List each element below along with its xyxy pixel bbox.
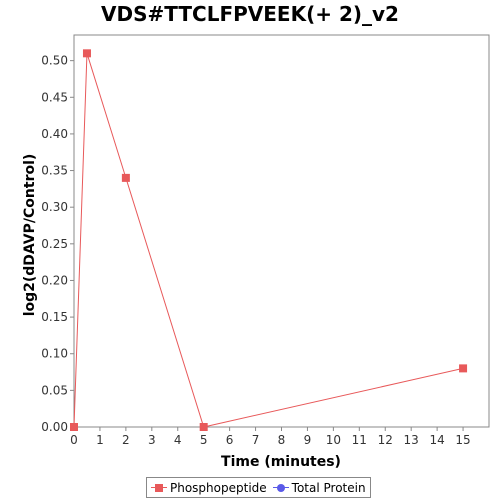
x-tick-label: 0: [70, 433, 78, 447]
legend-item: Phosphopeptide: [151, 481, 267, 495]
y-tick-label: 0.15: [41, 310, 68, 324]
legend-square-icon: [151, 483, 167, 493]
x-tick-label: 10: [326, 433, 341, 447]
x-tick-label: 5: [200, 433, 208, 447]
x-tick-label: 15: [455, 433, 470, 447]
y-tick-label: 0.10: [41, 347, 68, 361]
x-tick-label: 11: [352, 433, 367, 447]
x-tick-label: 1: [96, 433, 104, 447]
x-tick-label: 4: [174, 433, 182, 447]
x-tick-label: 12: [378, 433, 393, 447]
x-axis-label: Time (minutes): [221, 454, 341, 470]
y-tick-label: 0.35: [41, 164, 68, 178]
legend-circle-icon: [272, 483, 289, 493]
data-point: [459, 364, 468, 373]
plot-frame: [73, 34, 490, 428]
chart-legend: Phosphopeptide Total Protein: [146, 477, 371, 498]
chart-title: VDS#TTCLFPVEEK(+ 2)_v2: [101, 2, 399, 26]
x-tick-label: 3: [148, 433, 156, 447]
data-point: [82, 49, 91, 58]
x-axis-ticks: 0 1 2 3 4 5 6 7 8 9 10 11 12 13 14 15: [70, 427, 471, 447]
data-point: [121, 173, 130, 182]
y-tick-label: 0.00: [41, 420, 68, 434]
series-layer: [70, 49, 468, 431]
x-tick-label: 8: [278, 433, 286, 447]
y-tick-label: 0.30: [41, 200, 68, 214]
x-tick-label: 14: [429, 433, 444, 447]
legend-label: Phosphopeptide: [170, 480, 267, 495]
y-tick-label: 0.45: [41, 90, 68, 104]
x-tick-label: 2: [122, 433, 130, 447]
y-tick-label: 0.40: [41, 127, 68, 141]
plot-area: [73, 34, 490, 428]
data-point: [70, 423, 78, 431]
y-tick-label: 0.50: [41, 54, 68, 68]
y-tick-label: 0.25: [41, 237, 68, 251]
legend-item: Total Protein: [272, 480, 366, 495]
y-axis-label: log2(dDAVP/Control): [22, 154, 38, 317]
y-tick-label: 0.05: [41, 383, 68, 397]
y-axis-ticks: 0.00 0.05 0.10 0.15 0.20 0.25 0.30 0.35 0.40 0.45…: [41, 54, 74, 434]
x-tick-label: 7: [252, 433, 260, 447]
y-tick-label: 0.20: [41, 273, 68, 287]
legend-label: Total Protein: [291, 480, 366, 495]
x-tick-label: 6: [226, 433, 234, 447]
data-point: [199, 423, 208, 431]
x-tick-label: 13: [404, 433, 419, 447]
x-tick-label: 9: [304, 433, 312, 447]
